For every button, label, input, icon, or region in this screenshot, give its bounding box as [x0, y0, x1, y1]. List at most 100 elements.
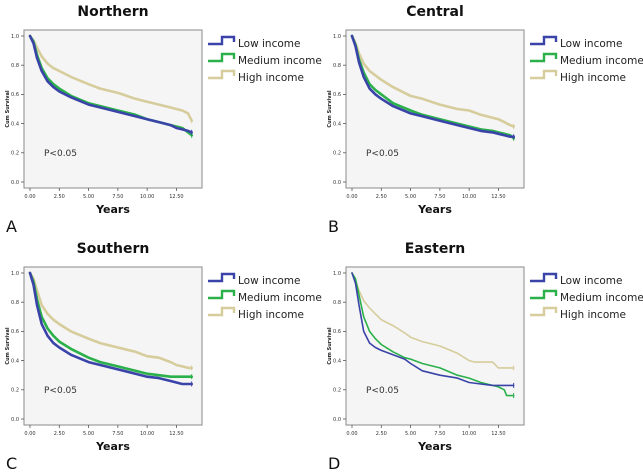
x-tick-label: 2.50: [54, 431, 65, 437]
y-axis-label: Cum Survival: [5, 327, 11, 364]
x-tick-label: 7.50: [434, 194, 445, 200]
legend-item-medium[interactable]: Medium income: [530, 289, 643, 304]
legend-swatch-icon: [208, 272, 236, 283]
legend-swatch-icon: [530, 52, 558, 63]
panel-label: C: [6, 454, 17, 473]
x-tick-label: 7.50: [112, 431, 123, 437]
x-tick-label: 2.50: [54, 194, 65, 200]
y-tick-label: 0.6: [11, 329, 19, 335]
x-tick-label: 10.00: [462, 194, 476, 200]
y-tick-label: 0.0: [11, 417, 19, 423]
survival-chart: Eastern 0.0 0.2 0.4 0.6 0.8 1.0 0.00 2.50 5.00 7.5…: [327, 241, 643, 473]
y-tick-label: 0.4: [333, 358, 341, 364]
legend-item-high[interactable]: High income: [530, 69, 626, 84]
x-axis-label: Years: [95, 203, 130, 216]
series-line-medium: [351, 272, 515, 397]
x-tick-label: 0.00: [346, 431, 357, 437]
legend-item-low[interactable]: Low income: [530, 272, 622, 287]
x-axis-label: Years: [417, 203, 452, 216]
y-tick-label: 0.0: [333, 180, 341, 186]
x-tick-label: 7.50: [112, 194, 123, 200]
legend-swatch-icon: [208, 52, 236, 63]
legend-item-medium[interactable]: Medium income: [208, 52, 322, 67]
legend-label: Medium income: [560, 292, 643, 304]
series-line-medium: [350, 34, 515, 140]
y-tick-label: 0.0: [11, 180, 19, 186]
y-tick-label: 0.8: [11, 300, 19, 306]
legend-label: Low income: [560, 275, 622, 287]
x-tick-label: 10.00: [140, 194, 154, 200]
y-tick-label: 1.0: [333, 34, 341, 40]
legend-item-low[interactable]: Low income: [530, 35, 622, 50]
y-tick-label: 0.6: [333, 329, 341, 335]
series-line-low: [28, 34, 193, 134]
series-line-low: [350, 34, 515, 138]
x-tick-label: 5.00: [405, 194, 416, 200]
legend-label: High income: [560, 309, 626, 321]
y-tick-label: 0.8: [333, 63, 341, 69]
legend-label: High income: [238, 72, 304, 84]
x-tick-label: 0.00: [24, 431, 35, 437]
y-tick-label: 0.4: [333, 121, 341, 127]
plot-area: [345, 29, 525, 189]
legend-item-low[interactable]: Low income: [208, 35, 300, 50]
legend-item-medium[interactable]: Medium income: [208, 289, 322, 304]
p-value-annotation: P<0.05: [366, 386, 399, 396]
legend-item-medium[interactable]: Medium income: [530, 52, 643, 67]
x-tick-label: 12.50: [491, 431, 505, 437]
legend-swatch-icon: [208, 306, 236, 317]
x-tick-label: 0.00: [346, 194, 357, 200]
legend-swatch-icon: [530, 272, 558, 283]
legend-label: Medium income: [238, 292, 322, 304]
legend-label: Medium income: [238, 55, 322, 67]
chart-panel-d: Eastern 0.0 0.2 0.4 0.6 0.8 1.0 0.00 2.50 5.00 7.5…: [322, 237, 643, 474]
y-tick-label: 0.6: [11, 92, 19, 98]
p-value-annotation: P<0.05: [44, 386, 77, 396]
legend-swatch-icon: [208, 289, 236, 300]
x-axis-label: Years: [417, 440, 452, 453]
y-tick-label: 0.2: [11, 151, 19, 157]
chart-panel-c: Southern 0.0 0.2 0.4 0.6 0.8 1.0 0.00 2.50 5.00 7.…: [0, 237, 322, 474]
series-line-high: [351, 272, 515, 369]
y-tick-label: 0.0: [333, 417, 341, 423]
x-tick-label: 12.50: [169, 194, 183, 200]
legend-label: Low income: [560, 38, 622, 50]
y-tick-label: 1.0: [11, 271, 19, 277]
series-line-high: [28, 271, 193, 370]
series-line-medium: [28, 271, 193, 378]
p-value-annotation: P<0.05: [366, 149, 399, 159]
legend-item-high[interactable]: High income: [208, 69, 304, 84]
series-line-low: [28, 271, 193, 386]
legend-swatch-icon: [530, 69, 558, 80]
y-tick-label: 0.2: [333, 151, 341, 157]
legend-label: High income: [560, 72, 626, 84]
x-tick-label: 10.00: [140, 431, 154, 437]
legend-label: Medium income: [560, 55, 643, 67]
series-line-low: [351, 272, 515, 387]
legend-swatch-icon: [530, 289, 558, 300]
chart-title: Central: [406, 4, 464, 20]
chart-title: Southern: [77, 241, 150, 257]
x-tick-label: 2.50: [376, 194, 387, 200]
plot-area: [345, 266, 525, 426]
legend-swatch-icon: [208, 35, 236, 46]
x-tick-label: 5.00: [405, 431, 416, 437]
x-tick-label: 2.50: [376, 431, 387, 437]
legend-swatch-icon: [530, 306, 558, 317]
x-tick-label: 5.00: [83, 431, 94, 437]
series-line-high: [350, 34, 515, 128]
y-tick-label: 0.4: [11, 358, 19, 364]
y-tick-label: 0.4: [11, 121, 19, 127]
survival-chart: Southern 0.0 0.2 0.4 0.6 0.8 1.0 0.00 2.50 5.00 7.…: [5, 241, 322, 473]
legend-item-low[interactable]: Low income: [208, 272, 300, 287]
x-tick-label: 12.50: [491, 194, 505, 200]
chart-panel-a: Northern 0.0 0.2 0.4 0.6 0.8 1.0 0.00 2.50 5.00 7.…: [0, 0, 322, 237]
legend-item-high[interactable]: High income: [208, 306, 304, 321]
legend-swatch-icon: [530, 35, 558, 46]
y-tick-label: 1.0: [333, 271, 341, 277]
y-tick-label: 0.8: [11, 63, 19, 69]
legend-item-high[interactable]: High income: [530, 306, 626, 321]
series-line-high: [28, 34, 193, 122]
p-value-annotation: P<0.05: [44, 149, 77, 159]
survival-chart: Northern 0.0 0.2 0.4 0.6 0.8 1.0 0.00 2.50 5.00 7.…: [5, 4, 322, 236]
